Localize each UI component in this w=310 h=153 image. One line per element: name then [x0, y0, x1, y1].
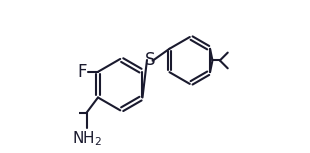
Text: NH$_2$: NH$_2$	[72, 130, 102, 148]
Text: S: S	[144, 51, 155, 69]
Text: F: F	[78, 63, 87, 81]
